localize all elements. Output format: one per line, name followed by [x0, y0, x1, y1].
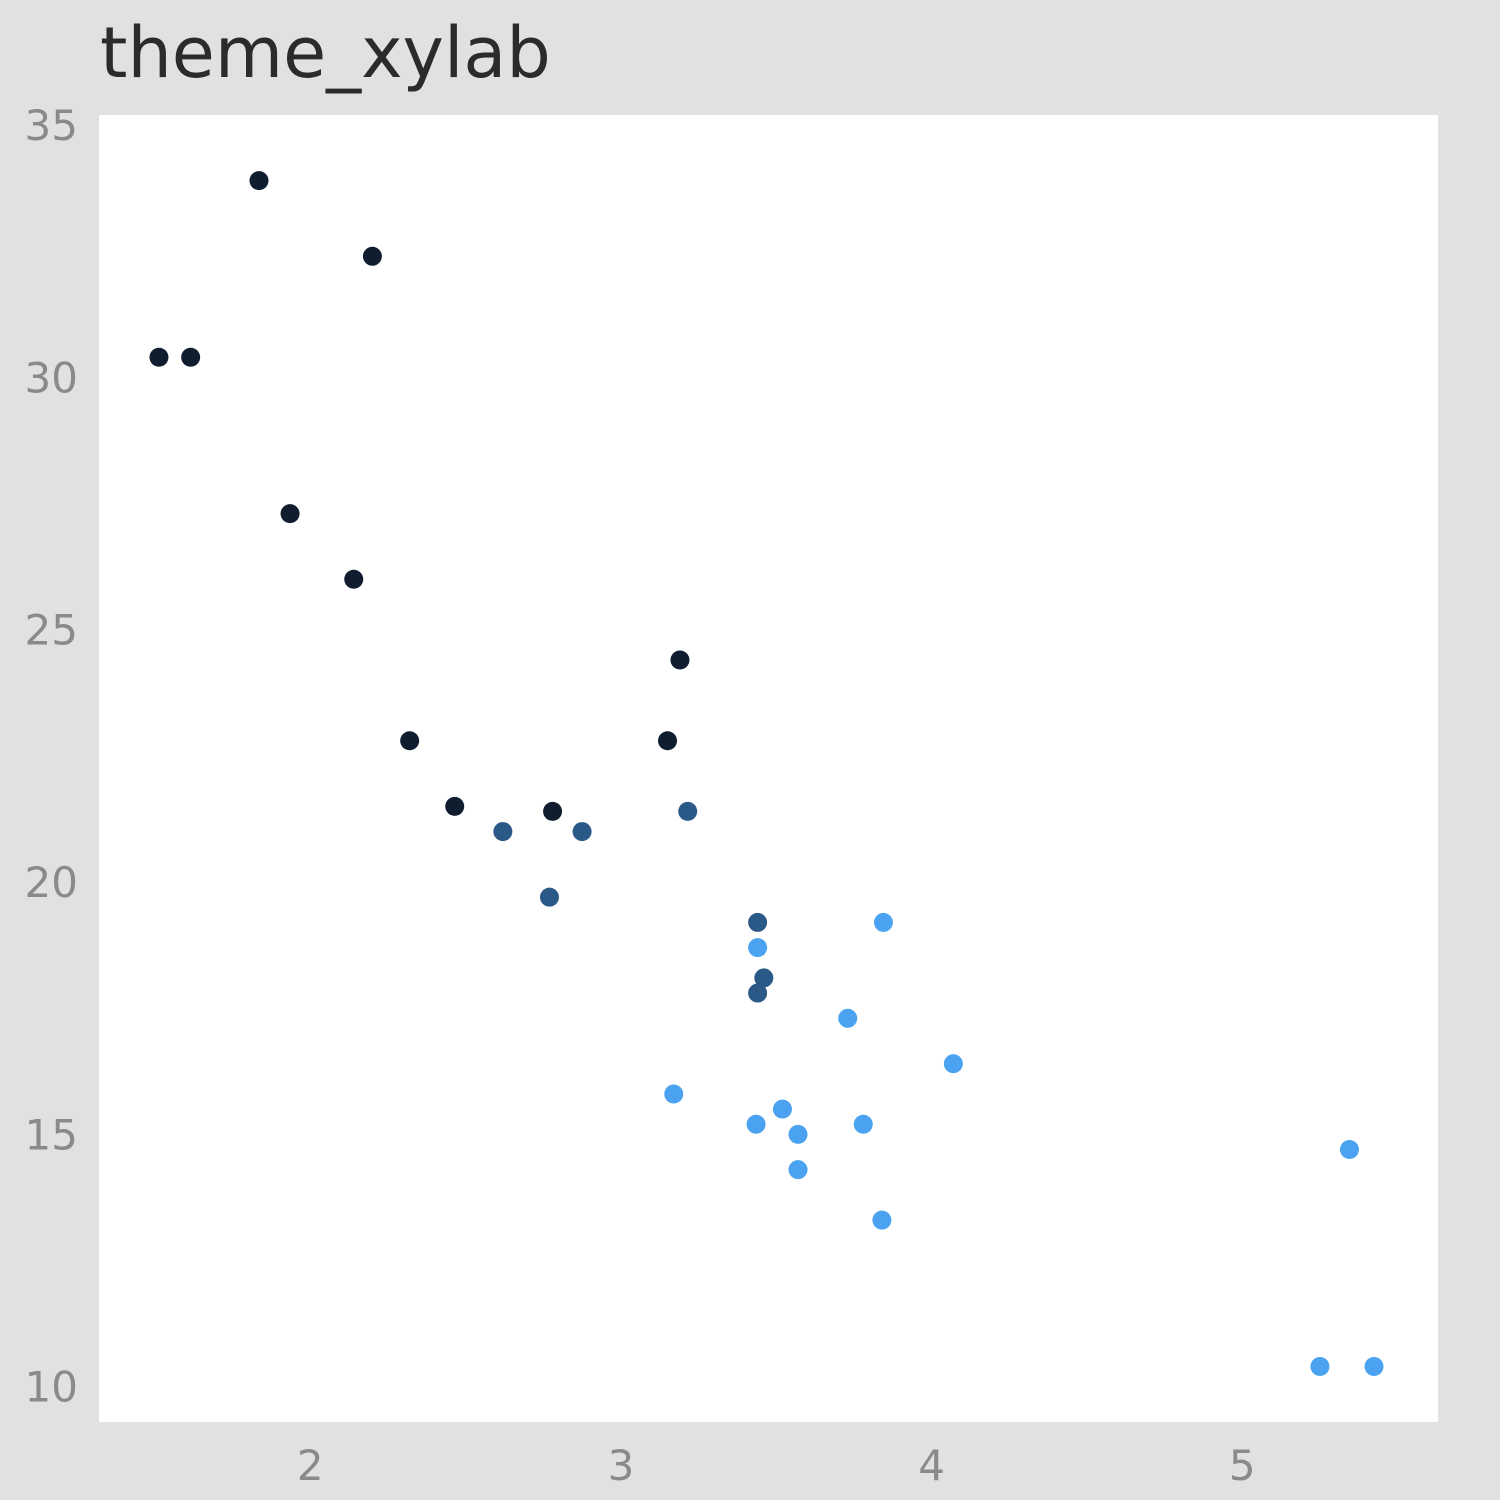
data-point — [748, 912, 768, 932]
data-point — [1310, 1356, 1330, 1376]
data-point — [362, 246, 382, 266]
data-point — [664, 1084, 684, 1104]
data-point — [788, 1124, 808, 1144]
data-point — [400, 731, 420, 751]
data-point — [249, 171, 269, 191]
data-point — [493, 822, 513, 842]
data-point — [543, 801, 563, 821]
data-point — [788, 1160, 808, 1180]
x-axis-ticks: 2 3 4 5 — [297, 1441, 1256, 1490]
data-point — [772, 1099, 792, 1119]
data-point — [1339, 1139, 1359, 1159]
y-tick-label: 35 — [25, 101, 78, 150]
y-tick-label: 10 — [25, 1363, 78, 1412]
data-point — [539, 887, 559, 907]
data-point — [748, 938, 768, 958]
chart-title: theme_xylab — [100, 12, 551, 94]
data-point — [943, 1054, 963, 1074]
data-point — [754, 968, 774, 988]
data-point — [853, 1114, 873, 1134]
data-point — [746, 1114, 766, 1134]
x-tick-label: 4 — [918, 1441, 945, 1490]
data-point — [445, 796, 465, 816]
data-point — [658, 731, 678, 751]
data-point — [838, 1008, 858, 1028]
y-tick-label: 25 — [25, 606, 78, 655]
plot-panel — [99, 115, 1438, 1422]
data-point — [748, 983, 768, 1003]
data-point — [1364, 1356, 1384, 1376]
y-tick-label: 15 — [25, 1110, 78, 1159]
data-point — [181, 347, 201, 367]
y-tick-label: 30 — [25, 353, 78, 402]
y-tick-label: 20 — [25, 858, 78, 907]
data-point — [873, 912, 893, 932]
data-point — [678, 801, 698, 821]
data-point — [872, 1210, 892, 1230]
y-axis-ticks: 10 15 20 25 30 35 — [25, 101, 78, 1412]
data-points — [149, 171, 1384, 1376]
x-tick-label: 3 — [608, 1441, 635, 1490]
data-point — [149, 347, 169, 367]
data-point — [670, 650, 690, 670]
x-tick-label: 2 — [297, 1441, 324, 1490]
data-point — [280, 504, 300, 524]
data-point — [572, 822, 592, 842]
data-point — [344, 569, 364, 589]
x-tick-label: 5 — [1229, 1441, 1256, 1490]
